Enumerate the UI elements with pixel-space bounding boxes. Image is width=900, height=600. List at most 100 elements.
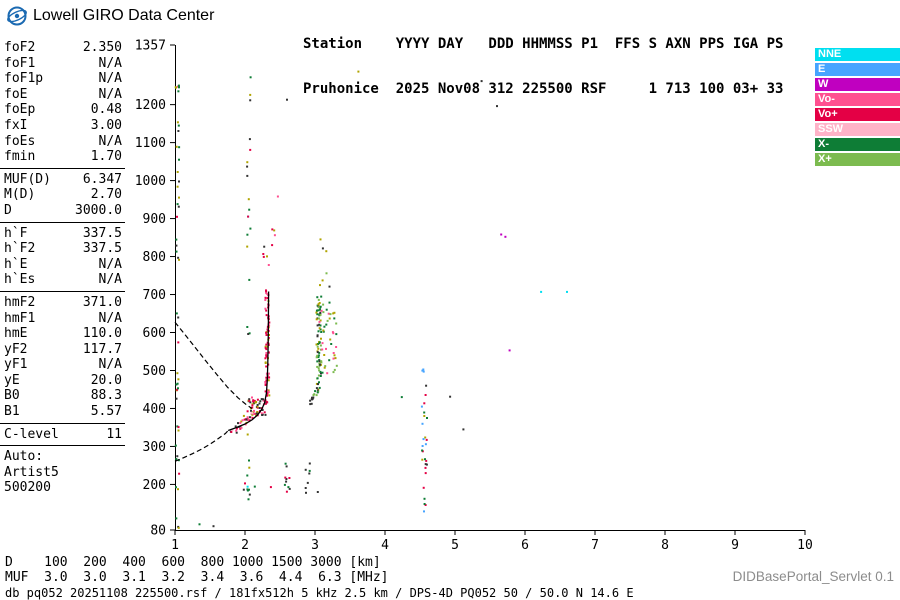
param-value: 3000.0 [75,202,122,218]
legend-item-vominus: Vo- [815,93,900,106]
echo-trace-f-above-peak-scatter [262,228,276,266]
param-value: 110.0 [82,326,122,342]
legend-item-e: E [815,63,900,76]
auto-scaler-info: Auto: [4,449,44,465]
param-value: 0.48 [90,102,122,118]
param-b1: B1 5.57 [0,404,125,420]
param-value: N/A [98,71,122,87]
param-label: yF1 [4,357,28,373]
auto-scaler-info: 500200 [4,480,51,496]
panel-separator [0,221,125,223]
param-value: 11 [106,426,122,442]
profile-extrapolation-lower [174,430,229,462]
legend-item-ssw: SSW [815,123,900,136]
param-value: 2.70 [90,187,122,203]
param-value: 1.70 [90,149,122,165]
param-value: 117.7 [82,341,122,357]
param-hme: hmE 110.0 [0,326,125,342]
param-value: N/A [98,55,122,71]
parameter-panel: foF2 2.350 foF1 N/A foF1p N/A foE N/A foEp 0.48 fx… [0,40,125,496]
d-muf-table: D 100 200 400 600 800 1000 1500 3000 [km… [5,555,389,585]
echo-trace-rfi-2.6mhz [283,462,291,493]
legend-item-xminus: X- [815,138,900,151]
param-hes: h`Es N/A [0,272,125,288]
y-tick-label: 80 [150,524,166,539]
x-tick-label: 3 [311,538,319,553]
profile-extrapolation-upper [174,321,253,409]
param-value: N/A [98,133,122,149]
echo-trace-f-bottomside [229,412,254,434]
panel-separator [0,445,125,447]
param-label: h`Es [4,272,36,288]
param-value: 6.347 [82,171,122,187]
param-ye: yE 20.0 [0,373,125,389]
param-value: N/A [98,256,122,272]
panel-separator [0,290,125,292]
param-label: hmE [4,326,28,342]
echo-trace-x-column [315,295,323,392]
y-tick-label: 1000 [135,174,166,189]
direction-legend: NNE E W Vo- Vo+ SSW X- X+ [815,48,900,168]
param-label: hmF2 [4,294,36,310]
param-label: foEp [4,102,36,118]
param-value: 88.3 [90,388,122,404]
param-label: yF2 [4,341,28,357]
d-muf-row-d: D 100 200 400 600 800 1000 1500 3000 [km… [5,555,381,570]
y-axis-ticks: 80 200 300 400 500 600 700 800 900 1000 1100 1200 13… [135,39,175,539]
axes [175,45,806,531]
param-he: h`E N/A [0,257,125,273]
param-value: 337.5 [82,241,122,257]
legend-item-voplus: Vo+ [815,108,900,121]
param-value: 3.00 [90,117,122,133]
legend-item-nne: NNE [815,48,900,61]
x-tick-label: 2 [241,538,249,553]
station-header-line1: Station YYYY DAY DDD HHMMSS P1 FFS S AXN… [303,36,784,52]
param-label: fmin [4,149,36,165]
param-fmin: fmin 1.70 [0,149,125,165]
param-label: D [4,202,12,218]
station-header: Station YYYY DAY DDD HHMMSS P1 FFS S AXN… [303,7,783,127]
param-value: 20.0 [90,372,122,388]
echo-trace-x-top-scatter [319,238,331,288]
param-hmf2: hmF2 371.0 [0,295,125,311]
x-tick-label: 7 [591,538,599,553]
param-label: C-level [4,426,59,442]
param-label: h`F2 [4,241,36,257]
giro-logo-icon [7,6,27,26]
param-value: N/A [98,310,122,326]
param-foe: foE N/A [0,87,125,103]
param-fxi: fxI 3.00 [0,118,125,134]
param-label: foEs [4,133,36,149]
param-label: h`E [4,256,28,272]
y-tick-label: 1357 [135,39,166,54]
param-label: yE [4,372,20,388]
x-tick-label: 9 [731,538,739,553]
param-value: 371.0 [82,294,122,310]
d-muf-row-muf: MUF 3.0 3.0 3.1 3.2 3.4 3.6 4.4 6.3 [MHz… [5,570,389,585]
param-value: 337.5 [82,225,122,241]
param-yf2: yF2 117.7 [0,342,125,358]
param-label: M(D) [4,187,36,203]
file-info: db pq052 20251108 225500.rsf / 181fx512h… [5,586,634,600]
echo-trace-rfi-2.9mhz [304,462,311,494]
param-fof2: foF2 2.350 [0,40,125,56]
echo-trace-e-region-echoes [242,482,256,492]
legend-item-w: W [815,78,900,91]
panel-separator [0,167,125,169]
servlet-version: DIDBasePortal_Servlet 0.1 [732,569,894,584]
y-tick-label: 200 [143,478,166,493]
param-b0: B0 88.3 [0,388,125,404]
param-hf2: h`F2 337.5 [0,241,125,257]
echo-trace-rfi-2.05mhz [246,93,252,501]
param-hf: h`F 337.5 [0,226,125,242]
legend-item-xplus: X+ [815,153,900,166]
y-tick-label: 300 [143,440,166,455]
x-tick-label: 1 [171,538,179,553]
y-tick-label: 900 [143,212,166,227]
param-value: N/A [98,272,122,288]
y-tick-label: 1200 [135,98,166,113]
param-label: B0 [4,388,20,404]
param-label: fxI [4,117,28,133]
logo-text: Lowell GIRO Data Center [33,7,215,24]
